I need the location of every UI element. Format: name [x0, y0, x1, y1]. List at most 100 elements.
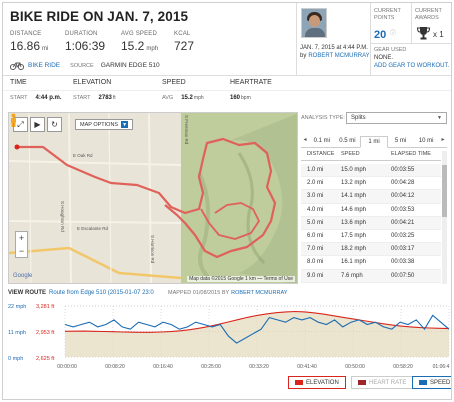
cell-distance: 6.0 mi: [307, 233, 324, 240]
tab-0.5mi[interactable]: 0.5 mi: [339, 138, 356, 144]
divider: [370, 43, 451, 44]
route-map[interactable]: E Oak Rd S Houghton Rd E Escalante Rd S …: [8, 112, 298, 284]
legend-speed[interactable]: SPEED: [412, 376, 451, 389]
y-elev-tick: 3,281 ft: [36, 304, 55, 310]
fullscreen-icon[interactable]: ⤢: [13, 117, 28, 132]
stat-value: 1:06:39: [65, 39, 106, 53]
author-link[interactable]: ROBERT MCMURRAY: [308, 53, 370, 59]
zoom-control: + −: [15, 231, 28, 258]
sub-unit: ft: [112, 95, 116, 101]
x-tick-label: 00:08:20: [105, 364, 125, 370]
cell-elapsed: 00:03:55: [391, 167, 415, 174]
legend-label: SPEED: [430, 379, 451, 386]
chevron-right-icon[interactable]: ▸: [441, 137, 445, 143]
map-options-button[interactable]: MAP OPTIONS ▼: [75, 119, 134, 130]
stat-value: 15.2: [121, 39, 145, 53]
x-tick-label: 00:33:20: [249, 364, 269, 370]
points-label: CURRENT POINTS: [374, 8, 401, 21]
sub-value: 15.2: [181, 95, 193, 101]
tab-1mi[interactable]: 1 mi: [360, 136, 388, 148]
road-label: E Oak Rd: [73, 153, 93, 158]
stat-label: AVG SPEED: [121, 31, 158, 37]
cell-elapsed: 00:03:25: [391, 233, 415, 240]
table-row: 7.0 mi 18.2 mph 00:03:17: [301, 243, 441, 257]
road-label: E Escalante Rd: [77, 226, 109, 231]
legend-elevation[interactable]: ELEVATION: [288, 376, 346, 389]
mapped-user-link[interactable]: ROBERT MCMURRAY: [231, 290, 288, 296]
y-speed-tick: 11 mph: [8, 330, 26, 336]
awards-label: CURRENT AWARDS: [415, 8, 442, 21]
zoom-out-button[interactable]: −: [18, 245, 25, 256]
street-view-icon[interactable]: [9, 113, 18, 127]
analysis-type-select[interactable]: Splits ▼: [346, 112, 447, 124]
ride-chart[interactable]: [3, 299, 452, 371]
tab-0.1mi[interactable]: 0.1 mi: [313, 138, 330, 144]
chevron-left-icon[interactable]: ◂: [303, 137, 307, 143]
info-icon[interactable]: ⓘ: [390, 31, 397, 37]
map-attribution: Map data ©2015 Google 1 km ⎯⎯ Terms of U…: [187, 276, 295, 282]
sub-unit: mph: [193, 95, 204, 101]
mapped-label: MAPPED: [168, 290, 192, 296]
divider: [3, 90, 451, 91]
lap-heartrate-label: HEARTRATE: [230, 79, 272, 86]
awards-value: x 1: [433, 30, 444, 39]
cell-speed: 13.6 mph: [341, 219, 367, 226]
cell-distance: 7.0 mi: [307, 246, 324, 253]
road-label: S Houghton Rd: [60, 201, 65, 232]
author-line: by ROBERT MCMURRAY: [300, 53, 370, 59]
column-header[interactable]: SPEED: [341, 151, 360, 157]
map-canvas[interactable]: [9, 113, 298, 284]
google-logo: Google: [13, 273, 33, 279]
points-value: 20: [374, 29, 387, 41]
table-row: 5.0 mi 13.6 mph 00:04:21: [301, 216, 441, 230]
elevation-swatch: [295, 380, 303, 385]
splits-scrollbar[interactable]: [442, 151, 447, 284]
lap-speed-avg: AVG 15.2mph: [162, 95, 204, 101]
column-header[interactable]: ELAPSED TIME: [391, 151, 431, 157]
legend-label: HEART RATE: [369, 379, 407, 386]
sub-label: START: [73, 95, 91, 101]
stat-distance: DISTANCE 16.86 mi: [10, 31, 48, 53]
tab-5mi[interactable]: 5 mi: [394, 138, 407, 144]
y-speed-tick: 0 mph: [8, 356, 24, 362]
divider: [411, 3, 412, 43]
chevron-down-icon: ▼: [121, 121, 129, 128]
legend-label: ELEVATION: [306, 379, 339, 386]
legend-heartrate[interactable]: HEART RATE: [351, 376, 414, 389]
cell-speed: 17.5 mph: [341, 233, 367, 240]
add-gear-link[interactable]: ADD GEAR TO WORKOUT.: [374, 63, 450, 69]
y-elev-tick: 2,625 ft: [36, 356, 55, 362]
stat-label: KCAL: [174, 31, 191, 37]
column-header[interactable]: DISTANCE: [307, 151, 335, 157]
lap-speed-label: SPEED: [162, 79, 186, 86]
mapped-info: MAPPED 01/08/2015 BY ROBERT MCMURRAY: [168, 290, 287, 296]
elevation-area: [65, 311, 449, 357]
refresh-icon[interactable]: ↻: [47, 117, 62, 132]
cell-speed: 14.1 mph: [341, 193, 367, 200]
splits-rows: 1.0 mi 15.0 mph 00:03:55 2.0 mi 13.2 mph 00:…: [301, 164, 441, 283]
view-route: VIEW ROUTE Route from Edge 510 (2015-01-0…: [8, 290, 154, 296]
lap-heartrate-value: 160bpm: [230, 95, 251, 101]
table-row: 9.0 mi 7.6 mph 00:07:50: [301, 269, 441, 283]
sub-value: 160: [230, 95, 241, 101]
x-tick-label: 00:41:40: [297, 364, 317, 370]
zoom-in-button[interactable]: +: [18, 233, 25, 244]
activity-type-link[interactable]: BIKE RIDE: [28, 62, 61, 69]
sub-label: AVG: [162, 95, 174, 101]
lap-elevation-start: START 2783ft: [73, 95, 116, 101]
heartrate-swatch: [358, 380, 366, 385]
table-row: 2.0 mi 13.2 mph 00:04:28: [301, 177, 441, 191]
tab-10mi[interactable]: 10 mi: [418, 138, 434, 144]
divider: [3, 75, 451, 76]
user-avatar[interactable]: [301, 8, 327, 38]
cell-distance: 1.0 mi: [307, 167, 324, 174]
by-prefix: by: [300, 53, 307, 59]
video-icon[interactable]: ▶: [30, 117, 45, 132]
scrollbar-thumb[interactable]: [442, 165, 447, 217]
stat-value: 16.86: [10, 39, 41, 53]
lap-time-start: START 4:44 p.m.: [10, 95, 62, 101]
view-route-label: VIEW ROUTE: [8, 290, 47, 296]
elevation-line: [64, 310, 450, 333]
route-link[interactable]: Route from Edge 510 (2015-01-07 23:0: [49, 290, 154, 296]
